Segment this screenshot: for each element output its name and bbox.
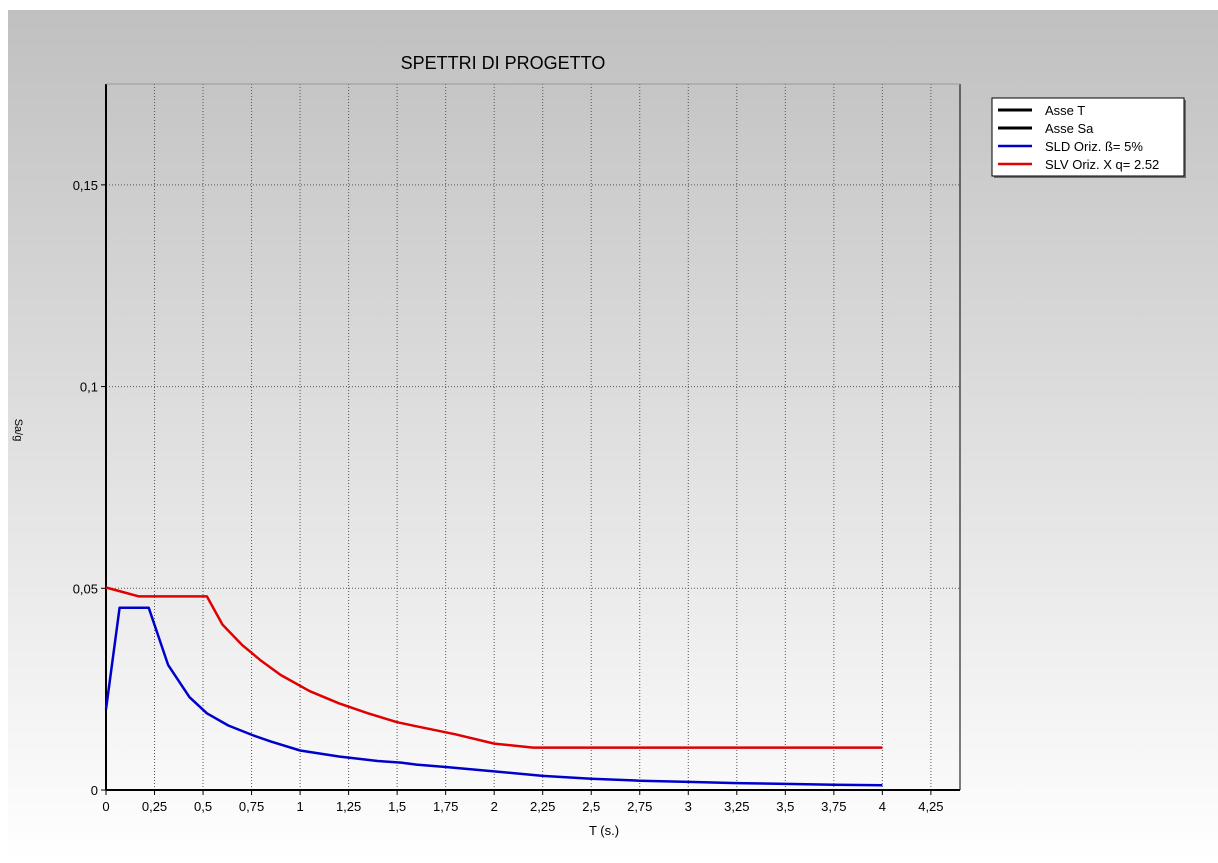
chart-title: SPETTRI DI PROGETTO	[401, 53, 606, 73]
x-tick-label: 1,25	[336, 799, 361, 814]
x-tick-label: 1,75	[433, 799, 458, 814]
x-tick-label: 0	[102, 799, 109, 814]
x-tick-label: 2	[491, 799, 498, 814]
legend-entry: Asse T	[1045, 103, 1085, 118]
x-tick-label: 1,5	[388, 799, 406, 814]
legend-entry: SLV Oriz. X q= 2.52	[1045, 157, 1159, 172]
x-tick-label: 3,5	[776, 799, 794, 814]
x-tick-label: 1	[296, 799, 303, 814]
x-axis-label: T (s.)	[589, 823, 619, 838]
x-tick-label: 3	[685, 799, 692, 814]
y-tick-label: 0,15	[73, 178, 98, 193]
series-line-2	[104, 606, 883, 787]
legend-entry: SLD Oriz. ß= 5%	[1045, 139, 1143, 154]
x-tick-label: 0,25	[142, 799, 167, 814]
legend: Asse T Asse Sa SLD Oriz. ß= 5% SLV Oriz. X …	[991, 97, 1186, 178]
x-tick-label: 3,25	[724, 799, 749, 814]
x-tick-label: 3,75	[821, 799, 846, 814]
y-tick-label: 0,05	[73, 581, 98, 596]
plot-area: 0 0,25 0,5 0,75 1 1,25 1,5 1,75 2 2,25 2,5 2,75 3 3,2…	[73, 83, 961, 814]
y-tick-label: 0	[91, 783, 98, 798]
x-tick-label: 2,25	[530, 799, 555, 814]
y-axis-label: Sa/g	[12, 419, 24, 442]
x-tick-label: 4,25	[918, 799, 943, 814]
y-tick-label: 0,1	[80, 380, 98, 395]
x-tick-label: 0,75	[239, 799, 264, 814]
series-line-3	[105, 586, 883, 749]
x-tick-label: 2,5	[582, 799, 600, 814]
legend-entry: Asse Sa	[1045, 121, 1094, 136]
x-tick-label: 0,5	[194, 799, 212, 814]
x-tick-label: 2,75	[627, 799, 652, 814]
x-tick-label: 4	[879, 799, 886, 814]
